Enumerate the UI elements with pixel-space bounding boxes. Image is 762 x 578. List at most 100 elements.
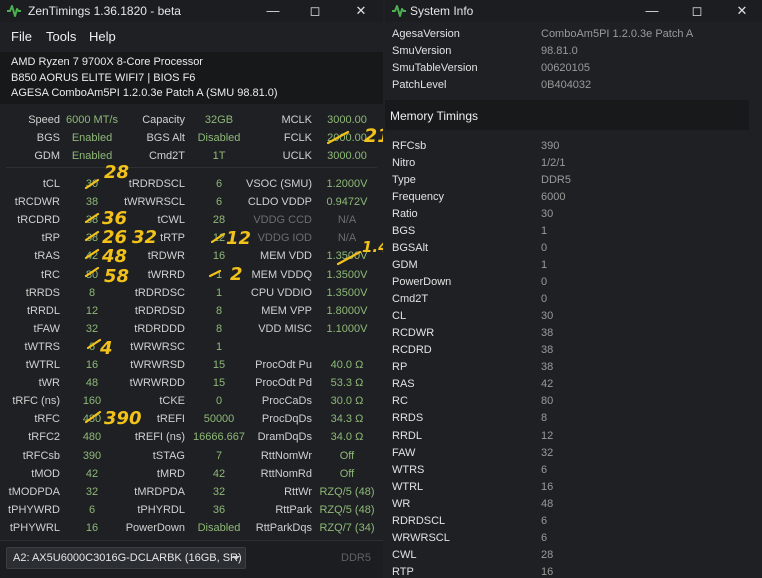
timing-value: 32 xyxy=(541,446,554,459)
tras-label: tRAS xyxy=(34,250,60,263)
timing-row: RRDL 12 xyxy=(385,430,762,447)
board-name: B850 AORUS ELITE WIFI7 | BIOS F6 xyxy=(11,72,196,84)
timing-key: RDRDSCL xyxy=(392,514,446,527)
mclk-value: 3000.00 xyxy=(327,114,367,126)
timing-row: CL 30 xyxy=(385,310,762,327)
trrds-label: tRRDS xyxy=(25,286,60,299)
procodt-pd-label: ProcOdt Pd xyxy=(255,377,312,390)
twr-value: 48 xyxy=(85,377,99,390)
timing-value: 6 xyxy=(541,463,548,476)
trfc-ns-label: tRFC (ns) xyxy=(12,395,60,408)
window-title: ZenTimings 1.36.1820 - beta xyxy=(28,4,181,18)
timing-row: WTRS 6 xyxy=(385,464,762,481)
maximize-icon[interactable]: ◻ xyxy=(309,3,321,18)
tphyrdl-value: 36 xyxy=(212,503,226,516)
rttnomrd-value: Off xyxy=(339,467,355,480)
title-bar[interactable]: System Info — ◻ ✕ xyxy=(385,0,762,22)
menu-help[interactable]: Help xyxy=(89,29,116,44)
timing-value: 48 xyxy=(541,497,554,510)
memory-type-label: DDR5 xyxy=(341,552,371,564)
rttparkdqs-label: RttParkDqs xyxy=(255,521,312,534)
trdrdsc-label: tRDRDSC xyxy=(134,286,185,299)
dramdqds-value: 34.0 Ω xyxy=(330,431,364,444)
timing-row: Frequency 6000 xyxy=(385,191,762,208)
cldo-vddp-label: CLDO VDDP xyxy=(247,196,312,209)
timing-value: 16 xyxy=(541,565,554,578)
trdrdscl-label: tRDRDSCL xyxy=(128,178,185,190)
cldo-vddp-value: 0.9472V xyxy=(326,196,368,209)
trfc-label: tRFC xyxy=(34,413,60,426)
tmodpda-value: 32 xyxy=(85,485,99,498)
section-title: Memory Timings xyxy=(390,109,479,123)
tstag-value: 7 xyxy=(215,449,223,462)
tphywrl-label: tPHYWRL xyxy=(9,521,60,534)
section-divider xyxy=(6,167,377,168)
speed-label: Speed xyxy=(28,114,60,126)
timing-row: Cmd2T 0 xyxy=(385,293,762,310)
module-select-value: A2: AX5U6000C3016G-DCLARBK (16GB, SR) xyxy=(13,552,242,564)
twrwrdd-label: tWRWRDD xyxy=(129,377,185,390)
firmware-row: AgesaVersion ComboAm5PI 1.2.0.3e Patch A xyxy=(385,28,762,45)
trdrdscl-value: 6 xyxy=(215,178,223,190)
tphywrd-value: 6 xyxy=(88,503,96,516)
powerdown-label: PowerDown xyxy=(125,521,185,534)
memory-module-select[interactable]: A2: AX5U6000C3016G-DCLARBK (16GB, SR) xyxy=(6,547,246,569)
tstag-label: tSTAG xyxy=(152,449,185,462)
rttnomrd-label: RttNomRd xyxy=(260,467,312,480)
tmodpda-label: tMODPDA xyxy=(8,485,60,498)
rttnomwr-label: RttNomWr xyxy=(260,449,312,462)
trdrddd-value: 8 xyxy=(215,322,223,335)
maximize-icon[interactable]: ◻ xyxy=(691,3,703,18)
twrwrscl-value: 6 xyxy=(215,196,223,209)
close-icon[interactable]: ✕ xyxy=(355,3,367,18)
minimize-icon[interactable]: — xyxy=(266,3,280,18)
tcl-label: tCL xyxy=(42,178,60,190)
timing-key: RAS xyxy=(392,378,415,391)
tphywrl-value: 16 xyxy=(85,521,99,534)
close-icon[interactable]: ✕ xyxy=(736,3,748,18)
timing-row: GDM 1 xyxy=(385,259,762,276)
timing-row: RCDRD 38 xyxy=(385,344,762,361)
trdrdsd-value: 8 xyxy=(215,304,223,317)
trdwr-label: tRDWR xyxy=(147,250,185,263)
tfaw-label: tFAW xyxy=(33,322,60,335)
vsoc-smu-label: VSOC (SMU) xyxy=(246,178,312,190)
timing-row: PowerDown 0 xyxy=(385,276,762,293)
timing-key: Cmd2T xyxy=(392,293,429,306)
footer-bar: A2: AX5U6000C3016G-DCLARBK (16GB, SR) DD… xyxy=(0,540,383,578)
trefi-ns-value: 16666.667 xyxy=(193,431,245,444)
trfc2-label: tRFC2 xyxy=(28,431,60,444)
timing-value: DDR5 xyxy=(541,174,571,187)
minimize-icon[interactable]: — xyxy=(645,3,659,18)
uclk-value: 3000.00 xyxy=(327,150,367,162)
bgs-alt-label: BGS Alt xyxy=(146,132,185,144)
menu-file[interactable]: File xyxy=(11,29,32,44)
timing-value: 6000 xyxy=(541,191,566,204)
rttwr-label: RttWr xyxy=(284,485,312,498)
app-icon xyxy=(392,5,406,17)
timing-value: 6 xyxy=(541,531,548,544)
twrrd-label: tWRRD xyxy=(147,268,185,281)
tmrdpda-label: tMRDPDA xyxy=(134,485,185,498)
firmware-key: SmuVersion xyxy=(392,45,452,57)
timing-row: RP 38 xyxy=(385,361,762,378)
memory-timings-list[interactable]: RFCsb 390 Nitro 1/2/1 Type DDR5 Frequency 6000 R… xyxy=(385,132,762,578)
rttpark-value: RZQ/5 (48) xyxy=(319,503,375,516)
mclk-label: MCLK xyxy=(281,114,312,126)
firmware-value: 98.81.0 xyxy=(541,45,578,57)
twtrl-value: 16 xyxy=(85,359,99,371)
menu-tools[interactable]: Tools xyxy=(46,29,77,44)
powerdown-value: Disabled xyxy=(197,521,241,534)
tphyrdl-label: tPHYRDL xyxy=(137,503,185,516)
vsoc-smu-value: 1.2000V xyxy=(326,178,368,190)
timing-key: RCDRD xyxy=(392,344,432,357)
title-bar[interactable]: ZenTimings 1.36.1820 - beta — ◻ ✕ xyxy=(0,0,383,22)
fclk-label: FCLK xyxy=(283,132,312,144)
trdwr-value: 16 xyxy=(212,250,226,263)
menu-bar: File Tools Help xyxy=(0,26,383,68)
gdm-label: GDM xyxy=(34,150,60,162)
trfcsb-value: 390 xyxy=(82,449,102,462)
tcwl-label: tCWL xyxy=(157,214,186,227)
twrwrsd-value: 15 xyxy=(212,359,226,371)
firmware-key: AgesaVersion xyxy=(392,28,460,40)
